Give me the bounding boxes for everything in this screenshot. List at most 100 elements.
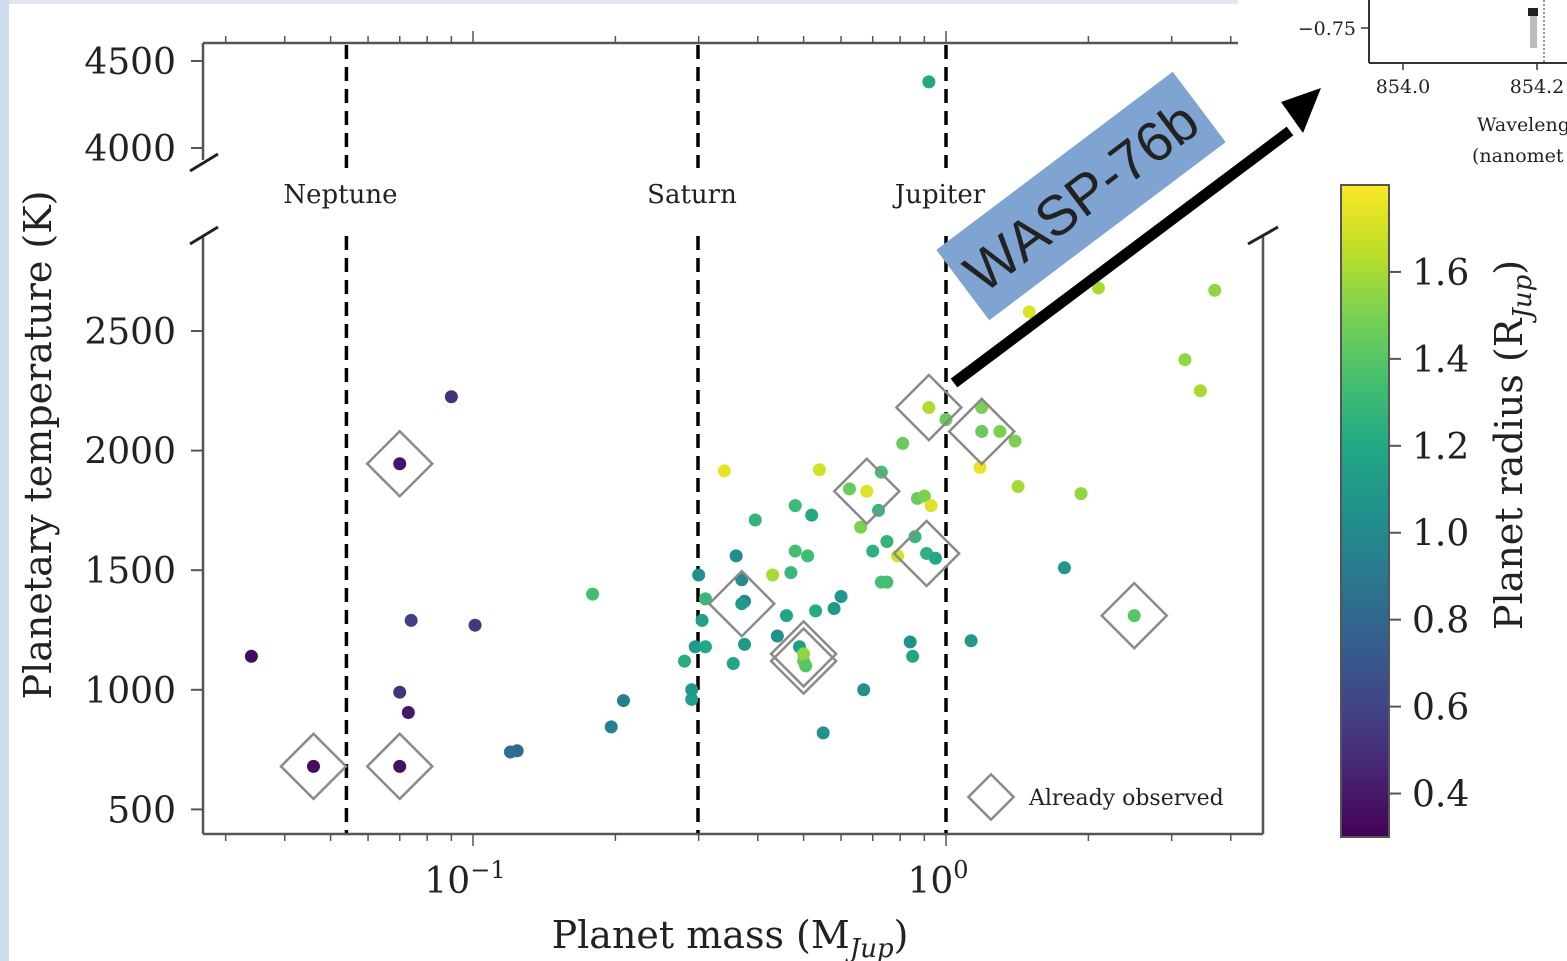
- observed-diamond-marker: [832, 456, 902, 526]
- data-point: [799, 659, 813, 673]
- data-point: [854, 520, 868, 534]
- observed-diamond-marker: [365, 429, 435, 499]
- colorbar-title: Planet radius (RJup): [1487, 260, 1538, 630]
- inset-chart: −0.75 854.0 854.2 Waveleng (nanomet: [1298, 0, 1567, 167]
- data-point: [688, 640, 702, 654]
- data-point: [393, 685, 407, 699]
- data-point: [880, 534, 894, 548]
- data-point: [726, 656, 740, 670]
- data-point: [1091, 281, 1105, 295]
- data-point: [922, 401, 936, 415]
- data-point: [779, 609, 793, 623]
- observed-diamond-marker: [947, 397, 1017, 466]
- colorbar: 0.4 0.6 0.8 1.0 1.2 1.4 1.6 Planet radius (RJu…: [1340, 184, 1538, 838]
- data-point: [812, 463, 826, 477]
- data-point: [1022, 305, 1036, 319]
- data-point: [1193, 384, 1207, 398]
- data-point: [842, 482, 856, 496]
- observed-diamond-marker: [1099, 581, 1169, 650]
- x-tick-label-exponent: 0: [953, 856, 968, 884]
- data-point: [1208, 283, 1222, 297]
- data-point: [917, 489, 931, 503]
- y-tick-label: 1500: [84, 551, 176, 592]
- colorbar-tick-label: 0.4: [1412, 775, 1469, 816]
- observed-diamond-marker: [279, 732, 348, 801]
- annotation-arrowhead: [1281, 88, 1321, 133]
- data-point: [306, 759, 320, 773]
- inset-xtick-label-2: 854.2: [1510, 76, 1564, 98]
- reference-line-label: Neptune: [283, 180, 397, 210]
- y-ticks: 500 1000 1500 2000 2500 4000 4500: [84, 42, 203, 831]
- legend-diamond-marker: [966, 772, 1016, 822]
- data-point: [510, 744, 524, 758]
- data-point: [717, 464, 731, 478]
- data-point: [1127, 609, 1141, 623]
- data-point: [903, 635, 917, 649]
- reference-lines: Neptune Saturn Jupiter: [283, 45, 986, 833]
- x-tick-label: 10−1: [424, 856, 505, 902]
- data-point: [908, 530, 922, 544]
- data-point: [692, 568, 706, 582]
- colorbar-tick-label: 0.8: [1412, 601, 1469, 642]
- x-ticks: 10−1 100: [424, 856, 968, 902]
- colorbar-tick-label: 0.6: [1412, 688, 1469, 729]
- data-point: [1011, 479, 1025, 493]
- data-point: [604, 720, 618, 734]
- x-tick-label-exponent: −1: [470, 856, 505, 884]
- observed-markers: [279, 373, 1169, 801]
- data-point: [393, 759, 407, 773]
- annotation-label: WASP-76b: [953, 89, 1210, 305]
- data-point: [695, 613, 709, 627]
- observed-diamond-marker: [365, 732, 435, 801]
- reference-line-label: Jupiter: [892, 180, 986, 210]
- observed-diamond-marker: [707, 569, 777, 638]
- observed-diamond-marker: [892, 519, 961, 588]
- y-tick-label: 500: [107, 790, 176, 831]
- observed-diamond-marker: [894, 373, 964, 442]
- colorbar-title-close: ): [1487, 260, 1531, 275]
- data-point: [698, 592, 712, 606]
- inset-data-bar: [1530, 12, 1537, 48]
- data-point: [797, 647, 811, 661]
- data-point: [1008, 434, 1022, 448]
- colorbar-tick-label: 1.4: [1412, 340, 1469, 381]
- data-point: [401, 706, 415, 720]
- data-point: [834, 590, 848, 604]
- inset-ytick-label: −0.75: [1298, 18, 1356, 40]
- data-point: [906, 649, 920, 663]
- data-point: [468, 618, 482, 632]
- data-point: [975, 424, 989, 438]
- data-point: [922, 75, 936, 89]
- left-background-strip: [0, 0, 9, 961]
- y-tick-label: 1000: [84, 671, 176, 712]
- y-tick-label: 2000: [84, 432, 176, 473]
- axis-break-mark-right: [1247, 225, 1279, 246]
- data-point: [928, 551, 942, 565]
- data-point: [788, 499, 802, 513]
- data-point: [738, 637, 752, 651]
- data-point: [770, 629, 784, 643]
- legend-label: Already observed: [1028, 786, 1224, 811]
- data-point: [896, 436, 910, 450]
- data-point: [735, 573, 749, 587]
- data-point: [748, 513, 762, 527]
- data-point: [586, 587, 600, 601]
- legend: Already observed: [966, 772, 1224, 822]
- data-point: [444, 390, 458, 404]
- data-point: [866, 544, 880, 558]
- data-point: [616, 694, 630, 708]
- data-point: [816, 726, 830, 740]
- data-point: [1074, 487, 1088, 501]
- axis-break-mark-lower: [189, 225, 219, 246]
- observed-diamond-marker: [769, 619, 838, 689]
- y-axis-title: Planetary temperature (K): [16, 191, 60, 700]
- data-point: [698, 640, 712, 654]
- annotation-label-box: [936, 71, 1226, 321]
- data-point: [766, 568, 780, 582]
- y-tick-label: 4000: [84, 129, 176, 170]
- data-point: [393, 457, 407, 471]
- annotation-arrow-shaft: [950, 126, 1294, 388]
- data-point: [939, 413, 953, 427]
